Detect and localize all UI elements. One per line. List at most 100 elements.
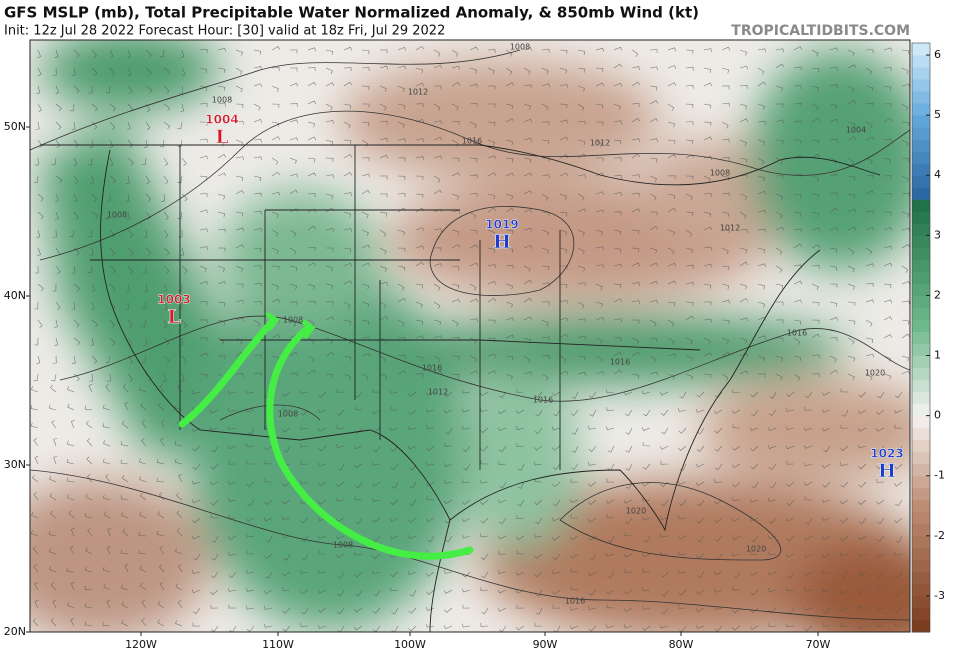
wind-barb <box>793 373 801 381</box>
wind-barb <box>48 404 57 411</box>
wind-barb <box>228 588 237 592</box>
wind-barb <box>732 496 741 501</box>
wind-barb <box>613 229 622 236</box>
wind-barb <box>803 481 813 486</box>
wind-barb <box>103 440 111 447</box>
wind-barb <box>415 319 424 325</box>
wind-barb <box>696 445 705 452</box>
wind-barb <box>37 67 42 77</box>
wind-barb <box>625 445 633 453</box>
wind-barb <box>235 120 244 125</box>
wind-barb <box>577 318 586 323</box>
wind-barb <box>505 82 515 87</box>
wind-barb <box>823 445 831 453</box>
wind-barb <box>49 493 57 501</box>
wind-barb <box>415 138 424 142</box>
wind-barb <box>679 463 687 471</box>
wind-barb <box>498 569 507 574</box>
colorbar-segment <box>912 535 930 549</box>
wind-barb <box>821 408 831 413</box>
wind-barb <box>523 245 533 249</box>
map-frame <box>29 39 911 633</box>
wind-barb <box>660 571 669 578</box>
wind-barb <box>649 211 658 216</box>
wind-barb <box>631 138 640 143</box>
wind-barb <box>641 427 651 431</box>
wind-barb <box>857 535 867 541</box>
wind-barb <box>176 510 183 519</box>
wind-barb <box>415 301 423 309</box>
colorbar-tick-label: 4 <box>934 168 941 181</box>
wind-barb <box>469 370 479 375</box>
wind-barb <box>858 517 867 525</box>
wind-barb <box>289 372 298 377</box>
wind-barb <box>300 389 309 394</box>
wind-barb <box>91 319 99 328</box>
wind-barb <box>883 157 892 164</box>
wind-barb <box>534 571 543 578</box>
wind-barb <box>695 408 705 413</box>
wind-barb <box>541 103 549 111</box>
colorbar-segment <box>912 451 930 465</box>
wind-barb <box>624 517 633 525</box>
wind-barb <box>480 445 489 452</box>
wind-barb <box>271 265 280 270</box>
wind-barb <box>318 391 327 398</box>
wind-barb <box>775 301 784 306</box>
wind-barb <box>372 497 381 502</box>
wind-barb <box>317 462 327 467</box>
wind-barb <box>124 401 129 411</box>
wind-barb <box>733 571 741 579</box>
wind-barb <box>91 193 97 202</box>
wind-barb <box>901 333 910 339</box>
wind-barb <box>829 84 838 89</box>
wind-barb <box>487 67 495 75</box>
wind-barb <box>721 211 730 218</box>
wind-barb <box>643 409 651 417</box>
wind-barb <box>307 283 315 290</box>
wind-barb <box>34 301 39 310</box>
wind-barb <box>361 173 370 178</box>
wind-barb <box>69 103 75 112</box>
wind-barb <box>73 193 78 203</box>
wind-barb <box>451 65 460 70</box>
wind-barb <box>811 49 819 57</box>
lon-label: 110W <box>262 638 294 651</box>
wind-barb <box>541 336 550 341</box>
wind-barb <box>337 463 345 471</box>
wind-barb <box>523 316 533 321</box>
wind-barb <box>523 84 532 89</box>
lon-label: 100W <box>394 638 426 651</box>
wind-barb <box>50 582 57 591</box>
wind-barb <box>480 499 489 505</box>
wind-barb <box>91 121 98 130</box>
wind-barb <box>732 424 741 429</box>
wind-barb <box>271 211 279 219</box>
wind-barb <box>847 226 857 231</box>
wind-barb <box>158 564 165 573</box>
wind-barb <box>613 139 622 145</box>
wind-barb <box>227 445 237 450</box>
wind-barb <box>642 568 651 573</box>
wind-barb <box>607 535 615 543</box>
wind-barb <box>109 229 115 238</box>
wind-barb <box>901 157 910 163</box>
wind-barb <box>847 283 855 290</box>
wind-barb <box>91 283 96 293</box>
wind-barb <box>125 193 130 202</box>
wind-barb <box>624 568 633 573</box>
wind-barb <box>451 120 460 125</box>
wind-barb <box>264 623 273 628</box>
wind-barb <box>829 157 837 165</box>
wind-barb <box>253 210 262 215</box>
wind-barb <box>569 498 579 503</box>
wind-barb <box>433 85 442 90</box>
wind-barb <box>487 207 497 213</box>
colorbar-segment <box>912 175 930 188</box>
wind-barb <box>840 481 849 488</box>
wind-barb <box>577 193 585 201</box>
wind-barb <box>379 85 387 93</box>
wind-barb <box>336 444 345 448</box>
wind-barb <box>253 103 261 111</box>
wind-barb <box>199 319 208 324</box>
